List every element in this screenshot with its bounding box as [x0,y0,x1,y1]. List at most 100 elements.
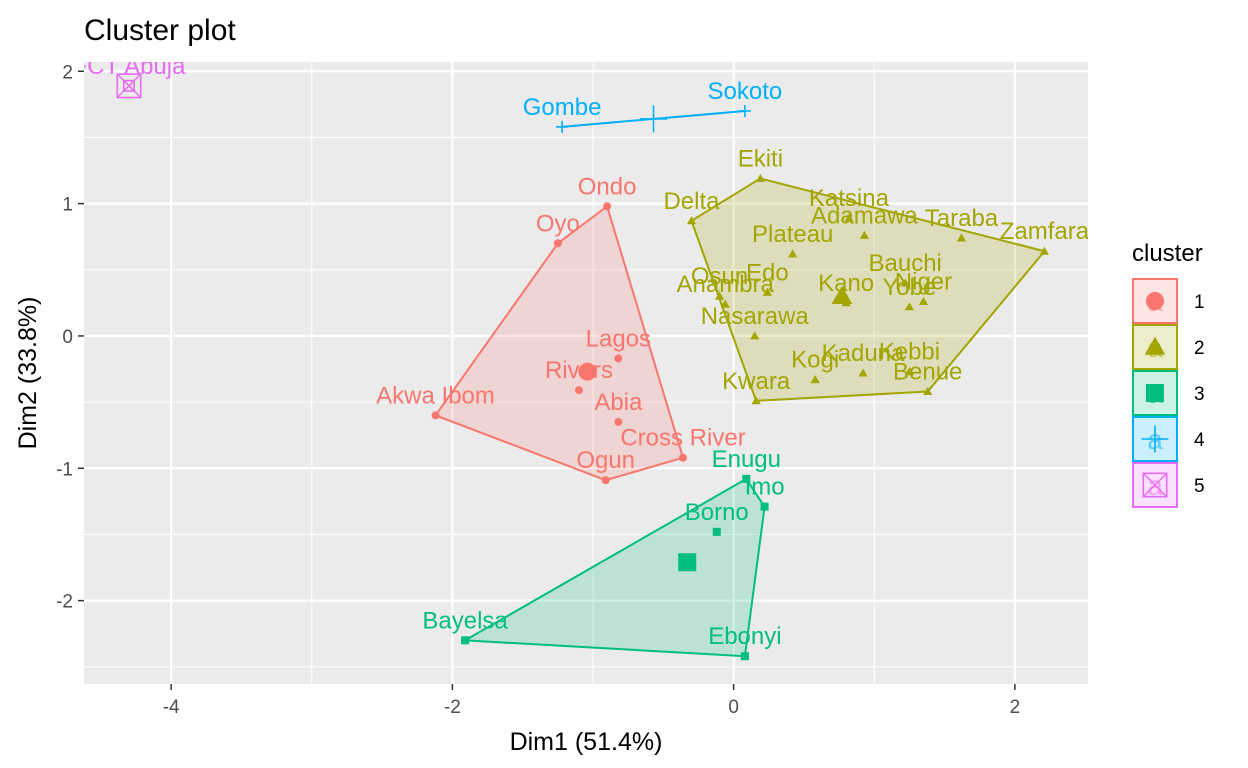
label-oyo: Oyo [536,210,580,237]
legend-key-1 [1132,278,1178,324]
point-taraba [956,233,967,242]
point-ogun [601,476,610,485]
point-oyo [553,239,562,248]
legend-key-4-symbol [1141,425,1169,453]
label-bauchi: Bauchi [869,250,942,277]
label-adamawa: Adamawa [811,202,918,229]
y-tick-label: 2 [62,62,73,83]
label-bayelsa: Bayelsa [422,607,508,634]
label-imo: Imo [745,474,785,501]
legend-key-1-symbol [1146,292,1164,310]
label-plateau: Plateau [752,221,833,248]
grid-major [84,62,1088,684]
point-zamfara [1039,246,1050,255]
label-akwa-ibom: Akwa Ibom [376,382,495,409]
point-lagos [614,354,623,363]
point-ondo [603,202,612,211]
legend-key-5-symbol [1142,472,1168,498]
label-anambra: Anambra [677,271,775,298]
label-sokoto: Sokoto [708,78,783,105]
point-yobe [904,302,915,311]
point-kwara [751,396,761,405]
label-edo: Edo [746,259,789,286]
x-tick-label: 0 [728,697,739,718]
cluster-hulls [433,109,1047,658]
legend-label-1: 1 [1194,292,1205,313]
label-rivers: Rivers [545,357,613,384]
point-fct-abuja-box [122,79,135,92]
label-kano: Kano [818,270,874,297]
label-kebbi: Kebbi [879,339,940,366]
cluster-5-centroid-d2 [116,73,142,99]
x-tick-label: -2 [444,697,461,718]
cluster-3-centroid [678,553,697,572]
cluster-5-centroid [116,73,142,99]
point-plateau [788,249,798,258]
label-kwara: Kwara [722,368,791,395]
point-borno [712,527,721,536]
point-labels: Ondo Oyo Lagos Rivers Abia Akwa Ibom Cross Riv… [73,53,1088,650]
point-niger [918,296,929,305]
point-cross-river [679,453,688,462]
cluster-points [116,73,1050,661]
label-enugu: Enugu [712,446,781,473]
point-kebbi [904,367,915,376]
x-tick-label: -4 [163,697,180,718]
point-ebonyi [740,652,749,661]
label-kaduna: Kaduna [822,340,905,367]
point-gombe [556,120,569,133]
legend-label-2: 2 [1194,338,1205,359]
legend-title: cluster [1132,240,1203,267]
label-yobe: Yobe [882,274,936,301]
legend-label-5: 5 [1194,476,1205,497]
label-nasarawa: Nasarawa [701,303,810,330]
legend-key-5-symbol-box [1142,472,1168,498]
label-katsina: Katsina [809,185,890,212]
legend-key-5-symbol-d2 [1142,472,1168,498]
legend: cluster a1a2a3a4a5 [1132,240,1205,508]
point-akwa-ibom [431,411,440,420]
legend-label-4: 4 [1194,430,1205,451]
cluster-1-hull [433,204,685,482]
point-edo [762,287,772,296]
x-axis-title: Dim1 (51.4%) [510,728,663,756]
point-benue [923,386,933,395]
point-rivers [574,386,583,395]
chart-title: Cluster plot [84,14,236,47]
label-fct-abuja: FCT Abuja [73,53,187,80]
y-tick-label: -2 [56,592,73,613]
point-ekiti [755,173,765,182]
point-sokoto [738,104,751,117]
cluster-1-centroid [578,362,597,381]
y-tick-label: 1 [62,195,73,216]
point-adamawa [859,230,870,239]
point-kaduna [858,368,868,377]
label-kogi: Kogi [791,347,839,374]
label-lagos: Lagos [586,325,651,352]
label-ondo: Ondo [578,173,637,200]
legend-key-3-symbol [1146,384,1164,402]
y-tick-label: 0 [62,327,73,348]
label-ebonyi: Ebonyi [708,623,781,650]
label-abia: Abia [594,389,643,416]
point-anambra [720,299,730,308]
label-borno: Borno [685,499,749,526]
point-katsina [844,213,854,222]
x-tick-label: 2 [1010,697,1021,718]
label-osun: Osun [691,263,748,290]
label-ekiti: Ekiti [738,145,783,172]
legend-label-3: 3 [1194,384,1205,405]
point-delta [686,216,697,225]
point-imo [760,502,769,511]
label-niger: Niger [895,269,952,296]
x-axis-ticks: -4 -2 0 2 [163,684,1020,718]
point-osun [714,291,725,300]
label-ogun: Ogun [576,447,635,474]
legend-key-2-symbol [1144,336,1166,355]
y-axis-title: Dim2 (33.8%) [14,297,42,450]
y-tick-label: -1 [56,459,73,480]
point-bayelsa [461,636,470,645]
point-abia [614,417,623,426]
